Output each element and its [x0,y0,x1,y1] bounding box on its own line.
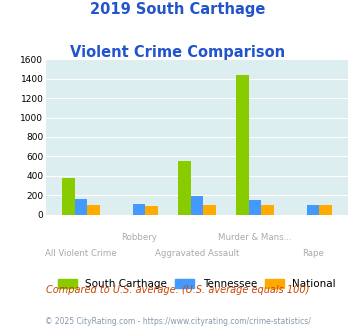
Bar [307,205,320,215]
Bar [236,75,248,214]
Bar [178,161,191,214]
Text: Compared to U.S. average. (U.S. average equals 100): Compared to U.S. average. (U.S. average … [46,285,309,295]
Text: Rape: Rape [302,249,324,258]
Bar [203,205,216,214]
Bar [75,199,87,214]
Bar [261,205,274,214]
Text: © 2025 CityRating.com - https://www.cityrating.com/crime-statistics/: © 2025 CityRating.com - https://www.city… [45,317,310,326]
Text: Robbery: Robbery [121,233,157,242]
Text: All Violent Crime: All Violent Crime [45,249,117,258]
Bar [320,205,332,214]
Text: 2019 South Carthage: 2019 South Carthage [90,2,265,16]
Text: Aggravated Assault: Aggravated Assault [155,249,239,258]
Text: Violent Crime Comparison: Violent Crime Comparison [70,45,285,59]
Legend: South Carthage, Tennessee, National: South Carthage, Tennessee, National [58,279,336,289]
Bar [248,200,261,214]
Bar [133,204,146,215]
Text: Murder & Mans...: Murder & Mans... [218,233,292,242]
Bar [191,196,203,214]
Bar [146,206,158,214]
Bar [87,205,100,214]
Bar [62,178,75,214]
